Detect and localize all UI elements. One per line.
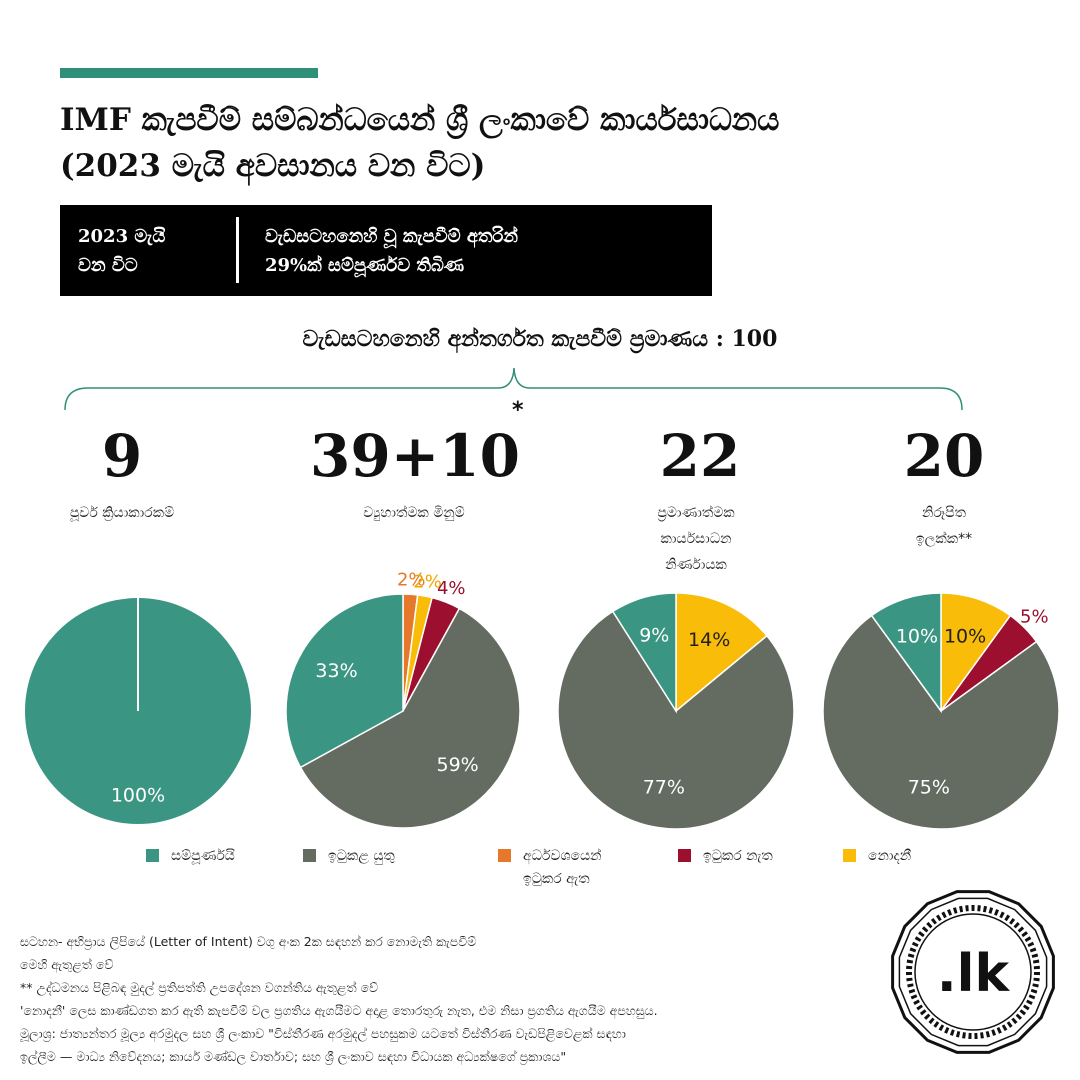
pie-label-partially-fulfilled: 2%	[397, 569, 426, 590]
legend-label-partially-fulfilled: අර්ධවශයෙන් ඉටුකර ඇත	[523, 845, 602, 891]
info-box-date-line-2: වන විට	[78, 255, 138, 276]
legend-label-completed: සම්පූර්ණයි	[171, 848, 235, 864]
footnote-line: ඉල්ලීම — මාධ්‍ය නිවේදනය; කාර්ය මණ්ඩල වාර…	[20, 1049, 567, 1064]
pie-label-unknown: 10%	[944, 625, 986, 647]
info-box-date-line-1: 2023 මැයි	[78, 226, 166, 247]
legend-swatch-completed	[146, 849, 159, 862]
legend-item-partially-fulfilled: අර්ධවශයෙන් ඉටුකර ඇත	[498, 845, 602, 891]
accent-bar	[60, 68, 318, 78]
pie-label-completed: 9%	[639, 625, 669, 647]
count-indicative-targets: 20	[903, 422, 985, 490]
footnote-line: ** උද්ධමනය පිළිබඳ මුදල් ප්‍රතිපත්ති උපදේ…	[20, 980, 379, 995]
category-label-line: ව්‍යුහාත්මක මිනුම්	[363, 505, 465, 521]
pie-label-completed: 100%	[111, 784, 165, 806]
footnote-line: සටහන- අභිප්‍රාය ලිපියේ (Letter of Intent…	[20, 934, 477, 949]
legend-item-completed: සම්පූර්ණයි	[146, 845, 235, 868]
footnote-line: මූලාශ්‍ර: ජාත්‍යන්තර මූල්‍ය අරමුදල සහ ශ්…	[20, 1026, 626, 1041]
grouping-bracket	[64, 367, 963, 411]
footnote-line: මෙහි ඇතුළත් වේ	[20, 957, 114, 972]
pie-slice-completed	[285, 593, 404, 769]
category-label-line: ප්‍රමාණාත්මක	[657, 505, 735, 521]
pie-label-completed: 33%	[315, 660, 357, 682]
info-box-summary-line-2: 29%ක් සම්පූර්ණව තිබිණ	[265, 255, 465, 276]
pie-label-to-be-fulfilled: 77%	[643, 776, 685, 798]
category-label-line: ඉලක්ක**	[915, 531, 973, 547]
pie-label-completed: 10%	[896, 625, 938, 647]
pie-slice-unknown	[940, 592, 1012, 714]
pie-slice-completed	[611, 592, 677, 714]
count-quantitative-criteria: 22	[659, 422, 741, 490]
pie-charts: 100%2%2%4%59%33%14%77%9% 10%5%75%10%	[25, 569, 1060, 830]
info-box-summary-line-1: වැඩසටහනෙහි වූ කැපවීම් අතරින්	[265, 226, 519, 247]
pie-slice-completed	[870, 592, 942, 714]
pie-label-to-be-fulfilled: 75%	[908, 776, 950, 798]
info-box: 2023 මැයි වන විට වැඩසටහනෙහි වූ කැපවීම් අ…	[60, 205, 712, 296]
total-commitments-subtitle: වැඩසටහනෙහි අන්තර්ගත කැපවීම් ප්‍රමාණය : 1…	[302, 326, 778, 352]
legend-label-to-be-fulfilled: ඉටුකළ යුතු	[328, 848, 395, 864]
category-label-line: පූර්ව ක්‍රියාකාරකම්	[69, 505, 175, 521]
pie-slice-to-be-fulfilled	[822, 614, 1060, 830]
legend-swatch-to-be-fulfilled	[303, 849, 316, 862]
pie-label-not-fulfilled: 4%	[437, 578, 466, 599]
category-label-quantitative-criteria: ප්‍රමාණාත්මක කාර්යසාධන නිර්ණායක	[596, 500, 796, 578]
logo-badge: .lk	[891, 890, 1055, 1054]
legend-label-unknown: නොදනී	[868, 848, 912, 864]
category-label-structural-benchmarks: ව්‍යුහාත්මක මිනුම්	[314, 500, 514, 526]
pie-slice-to-be-fulfilled	[557, 610, 795, 830]
legend-label-not-fulfilled: ඉටුකර නැත	[703, 848, 773, 864]
legend-swatch-partially-fulfilled	[498, 849, 511, 862]
category-label-preliminary-actions: පූර්ව ක්‍රියාකාරකම්	[22, 500, 222, 526]
category-label-line: නිර්ණායක	[665, 557, 727, 573]
category-label-line: නිරූපිත	[922, 505, 966, 521]
pie-label-unknown: 14%	[688, 629, 730, 651]
pie-label-not-fulfilled: 5%	[1020, 607, 1049, 628]
pie-label-unknown: 2%	[413, 571, 442, 592]
footnote-line: 'නොදනී' ලෙස කාණ්ඩගත කර ඇති කැපවීම් වල ප්…	[20, 1003, 658, 1018]
legend-swatch-not-fulfilled	[678, 849, 691, 862]
pie-slice-to-be-fulfilled	[299, 607, 521, 829]
pie-label-to-be-fulfilled: 59%	[436, 754, 478, 776]
category-label-indicative-targets: නිරූපිත ඉලක්ක**	[844, 500, 1044, 552]
pie-slice-unknown	[675, 592, 768, 713]
count-preliminary-actions: 9	[101, 422, 143, 490]
legend-item-to-be-fulfilled: ඉටුකළ යුතු	[303, 845, 395, 868]
legend-item-not-fulfilled: ඉටුකර නැත	[678, 845, 773, 868]
legend-item-unknown: නොදනී	[843, 845, 911, 868]
legend-swatch-unknown	[843, 849, 856, 862]
category-label-line: කාර්යසාධන	[660, 531, 732, 547]
logo-text: .lk	[937, 944, 1011, 1004]
legend-label-line: අර්ධවශයෙන්	[523, 848, 602, 864]
info-box-divider	[236, 217, 239, 283]
count-structural-benchmarks: 39+10	[309, 422, 521, 490]
legend-label-line: ඉටුකර ඇත	[523, 871, 590, 887]
page-title-line-1: IMF කැපවීම් සම්බන්ධයෙන් ශ්‍රී ලංකාවේ කාර…	[60, 102, 780, 138]
asterisk-mark: *	[512, 398, 524, 423]
page-title-line-2: (2023 මැයි අවසානය වන විට)	[60, 148, 486, 184]
